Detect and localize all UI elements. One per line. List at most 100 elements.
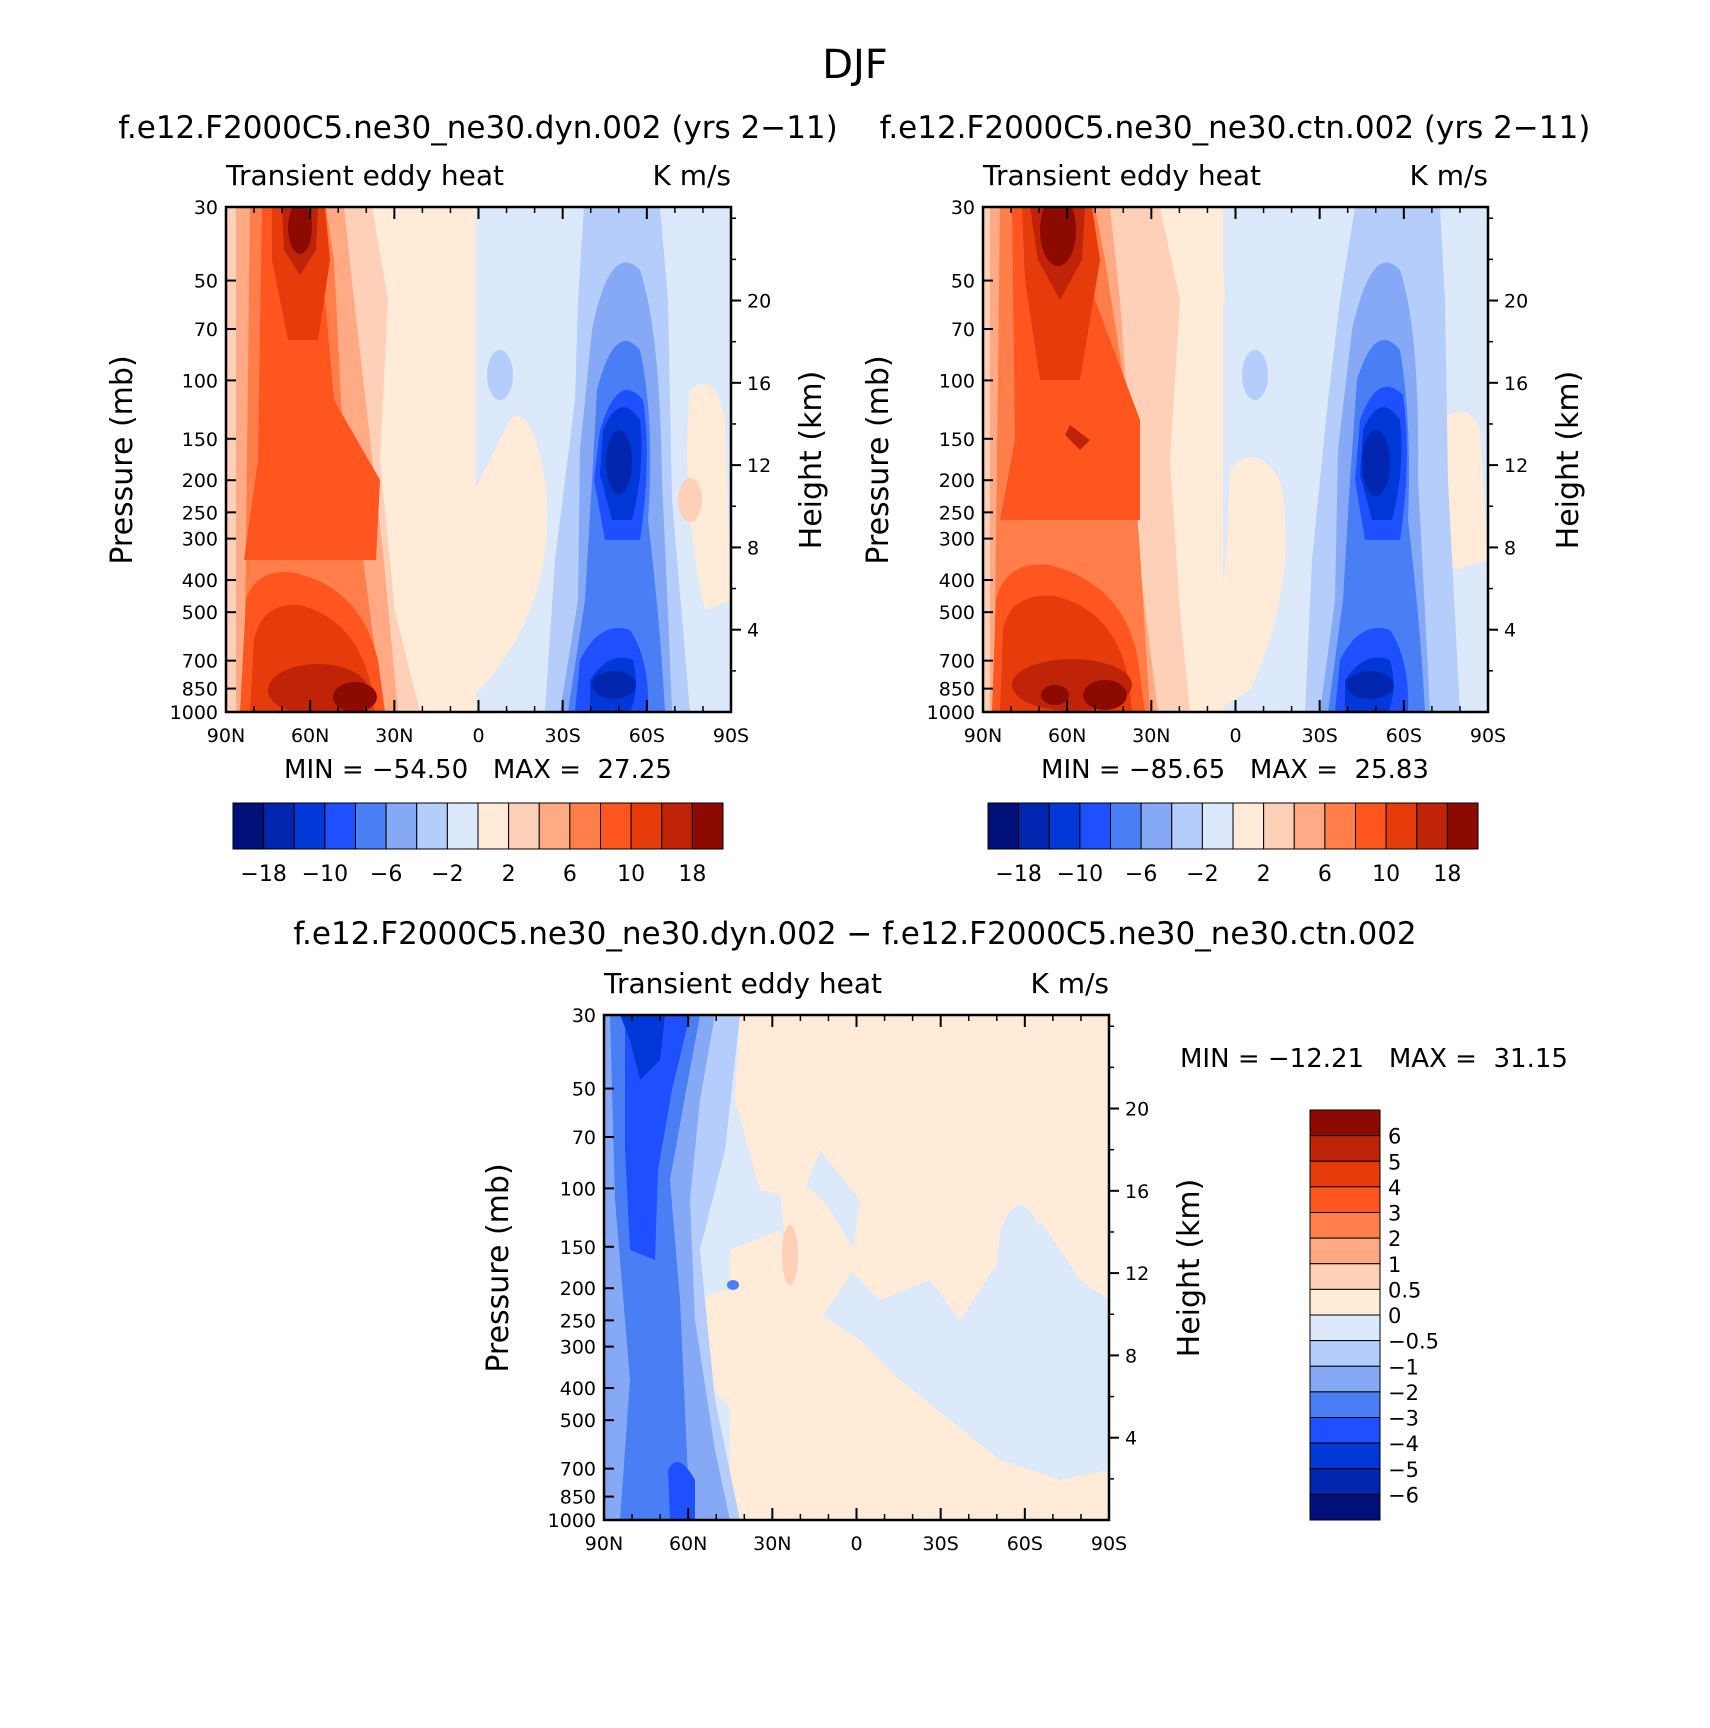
colorbar-box [263,802,295,850]
y-tick-label: 700 [560,1459,596,1481]
colorbar-label: 10 [1372,862,1400,887]
colorbar-box [691,802,724,850]
y-tick-label: 30 [951,197,975,219]
colorbar-box [1140,802,1173,850]
x-tick-label: 0 [472,725,484,747]
panel-ctn-stats: MIN = −85.65 MAX = 25.83 [1041,755,1429,785]
y-tick-label: 30 [194,197,218,219]
colorbar-label: 18 [678,862,706,887]
colorbar-label: 3 [1388,1202,1401,1226]
colorbar-box [569,802,601,850]
colorbar-label: −5 [1388,1458,1419,1482]
colorbar-box [1309,1365,1381,1393]
panel-dyn: f.e12.F2000C5.ne30_ne30.dyn.002 (yrs 2−1… [105,110,838,887]
colorbar-label: 0 [1388,1304,1401,1328]
y-tick-label: 70 [951,319,975,341]
colorbar-label: −2 [431,862,463,887]
y-tick-label: 100 [560,1178,596,1200]
colorbar-box [446,802,479,850]
y-tick-label: 300 [182,529,218,551]
y-tick-label: 200 [182,470,218,492]
x-tick-label: 30N [1132,725,1170,747]
y-tick-label: 200 [560,1278,596,1300]
panel-dyn-ylabel: Pressure (mb) [105,355,140,564]
colorbar-box [293,802,326,850]
colorbar-label: −18 [240,862,286,887]
y-tick-label: 1000 [170,702,218,724]
colorbar-box [1293,802,1326,850]
colorbar-box [1201,802,1234,850]
colorbar-box [1309,1340,1381,1367]
colorbar-box [508,802,540,850]
colorbar-box [385,802,418,850]
colorbar-label: −2 [1388,1381,1419,1405]
colorbar-box [1309,1288,1381,1316]
y-tick-label: 50 [194,271,218,293]
colorbar-label: −2 [1186,862,1218,887]
colorbar-box [1263,802,1295,850]
panel-dyn-units: K m/s [652,159,731,192]
panel-ctn-field [983,207,1488,712]
panel-diff-left-label: Transient eddy heat [603,967,882,1000]
figure-title: DJF [822,42,888,88]
colorbar-label: −0.5 [1388,1330,1439,1354]
y-right-tick-label: 16 [1125,1181,1149,1203]
y-tick-label: 400 [939,570,975,592]
panel-dyn-title: f.e12.F2000C5.ne30_ne30.dyn.002 (yrs 2−1… [118,110,838,146]
panel-dyn-field [226,207,731,712]
x-tick-label: 30N [753,1533,791,1555]
colorbar-box [1309,1391,1381,1418]
panel-diff-ylabel: Pressure (mb) [481,1163,516,1372]
colorbar-label: 2 [502,862,516,887]
panel-diff-stats: MIN = −12.21 MAX = 31.15 [1180,1044,1568,1074]
colorbar-label: −6 [1125,862,1157,887]
colorbar-box [1048,802,1081,850]
colorbar-box [1309,1468,1381,1495]
panel-diff-ylabel-right: Height (km) [1172,1179,1207,1358]
y-tick-label: 500 [182,602,218,624]
colorbar-label: 6 [563,862,577,887]
colorbar-box [1309,1212,1381,1239]
x-tick-label: 90S [713,725,749,747]
panel-diff-field [604,1015,1109,1520]
colorbar-label: 6 [1318,862,1332,887]
colorbar-box [1355,802,1387,850]
colorbar-label: 4 [1388,1176,1401,1200]
colorbar-box [477,802,510,850]
colorbar-box [1309,1109,1381,1137]
panel-dyn-left-label: Transient eddy heat [225,159,504,192]
colorbar-box [538,802,571,850]
colorbar-label: −1 [1388,1355,1419,1379]
colorbar-box [1324,802,1356,850]
y-tick-label: 1000 [548,1510,596,1532]
y-right-tick-label: 12 [1125,1263,1149,1285]
x-tick-label: 60S [1007,1533,1043,1555]
y-tick-label: 300 [939,529,975,551]
x-tick-label: 30S [1302,725,1338,747]
colorbar-label: −4 [1388,1432,1419,1456]
y-tick-label: 1000 [927,702,975,724]
y-tick-label: 700 [182,651,218,673]
colorbar-label: −18 [995,862,1041,887]
panel-diff: f.e12.F2000C5.ne30_ne30.dyn.002 − f.e12.… [293,916,1568,1555]
y-right-tick-label: 4 [747,620,759,642]
colorbar-label: 5 [1388,1150,1401,1174]
panel-dyn-stats: MIN = −54.50 MAX = 27.25 [284,755,672,785]
colorbar-label: 2 [1388,1227,1401,1251]
y-tick-label: 250 [560,1310,596,1332]
panel-ctn-units: K m/s [1409,159,1488,192]
colorbar-label: −10 [1057,862,1103,887]
colorbar-label: 10 [617,862,645,887]
x-tick-label: 60N [1048,725,1086,747]
y-right-tick-label: 12 [1504,455,1528,477]
colorbar-label: −6 [370,862,402,887]
colorbar-label: −6 [1388,1483,1419,1507]
colorbar-box [1385,802,1418,850]
y-tick-label: 400 [182,570,218,592]
colorbar-box [1309,1442,1381,1470]
colorbar-box [1232,802,1265,850]
y-tick-label: 50 [572,1079,596,1101]
panel-ctn-title: f.e12.F2000C5.ne30_ne30.ctn.002 (yrs 2−1… [880,110,1591,146]
panel-ctn-ylabel-right: Height (km) [1551,371,1586,550]
